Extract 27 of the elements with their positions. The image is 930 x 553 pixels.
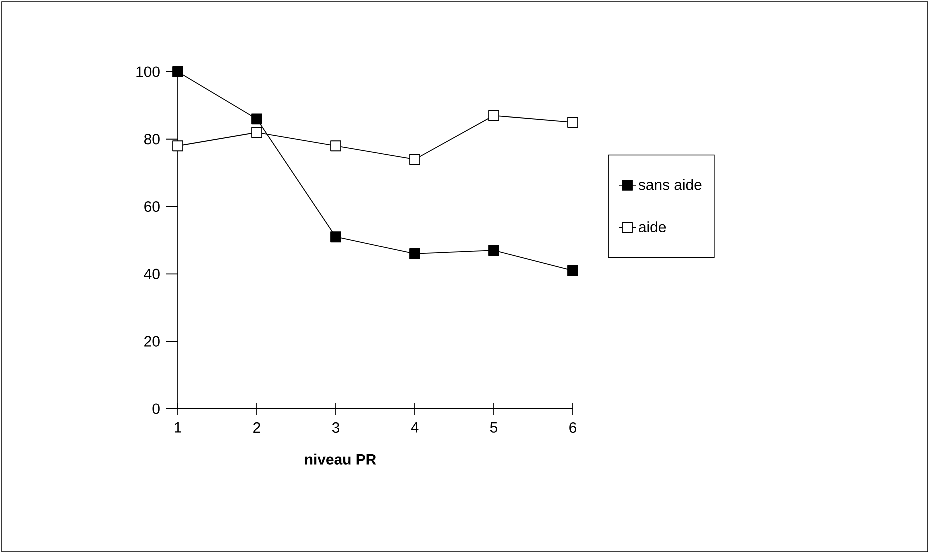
x-tick-label: 2 <box>254 422 260 433</box>
point <box>488 110 500 122</box>
y-tick-label: 20 <box>144 336 160 347</box>
y-tick-label: 80 <box>144 134 160 145</box>
point <box>568 265 578 276</box>
x-axis-title: niveau PR <box>305 454 376 465</box>
point <box>252 114 262 125</box>
y-tick-label: 100 <box>136 66 160 78</box>
x-tick-label: 4 <box>411 422 419 433</box>
legend-label: sans aide <box>638 179 702 190</box>
point <box>330 140 342 152</box>
y-tick-label: 40 <box>144 268 160 280</box>
y-tick-label: 0 <box>152 404 160 414</box>
x-tick-label: 6 <box>570 422 577 434</box>
point <box>410 154 420 166</box>
point <box>172 66 184 78</box>
point <box>172 140 184 152</box>
point <box>410 248 420 260</box>
x-tick-label: 5 <box>490 422 498 433</box>
point <box>330 232 342 243</box>
point <box>488 245 500 256</box>
point <box>568 117 578 128</box>
y-tick-label: 60 <box>144 201 160 212</box>
point <box>252 127 262 138</box>
legend-label: aide <box>639 222 666 233</box>
x-tick-label: 3 <box>332 422 340 434</box>
x-tick-label: 1 <box>174 422 182 433</box>
